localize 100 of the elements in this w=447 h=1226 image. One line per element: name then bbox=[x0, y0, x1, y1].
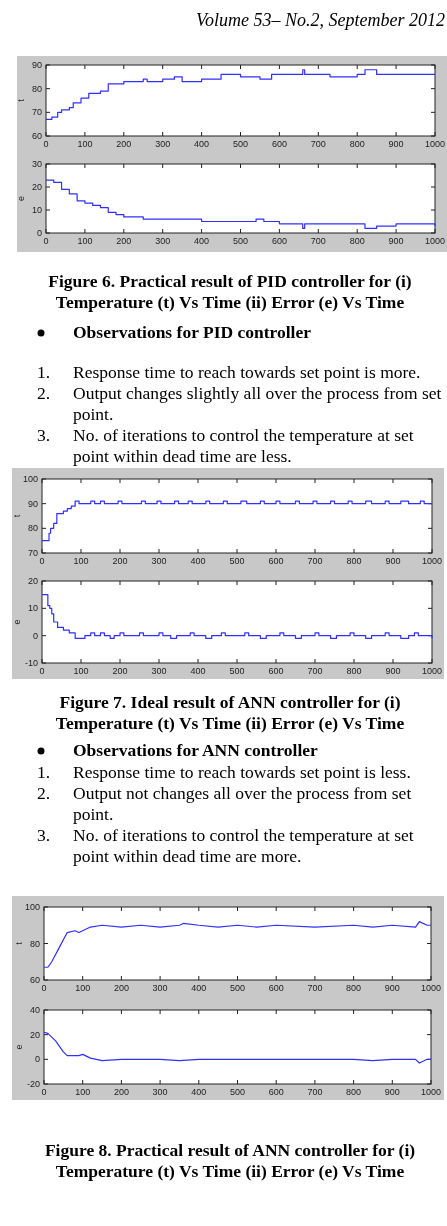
y-tick-label: 20 bbox=[27, 576, 38, 586]
y-tick-label: 0 bbox=[36, 228, 42, 238]
caption: Figure 6. Practical result of PID controller for (i) Temperature (t) Vs Time (ii) Error (e) Vs Time bbox=[47, 271, 413, 313]
x-tick-label: 1000 bbox=[421, 666, 443, 676]
x-tick-label: 100 bbox=[77, 236, 93, 246]
x-tick-label: 500 bbox=[229, 666, 245, 676]
line-series bbox=[43, 1031, 432, 1064]
y-tick-label: -10 bbox=[24, 658, 38, 668]
x-tick-label: 200 bbox=[113, 983, 129, 993]
y-tick-label: 60 bbox=[29, 975, 40, 985]
x-tick-label: 300 bbox=[152, 1087, 168, 1097]
y-tick-label: 30 bbox=[31, 159, 42, 169]
x-tick-label: 100 bbox=[77, 139, 93, 149]
x-tick-label: 800 bbox=[346, 666, 362, 676]
x-tick-label: 1000 bbox=[420, 983, 442, 993]
x-tick-label: 200 bbox=[116, 139, 132, 149]
x-tick-label: 300 bbox=[152, 983, 168, 993]
x-tick-label: 800 bbox=[346, 556, 362, 566]
x-tick-label: 700 bbox=[307, 1087, 323, 1097]
x-tick-label: 400 bbox=[194, 236, 210, 246]
x-tick-label: 300 bbox=[155, 139, 171, 149]
x-tick-label: 400 bbox=[191, 983, 207, 993]
x-tick-label: 900 bbox=[384, 1087, 400, 1097]
x-tick-label: 600 bbox=[268, 1087, 284, 1097]
x-tick-label: 300 bbox=[155, 236, 171, 246]
x-tick-label: 500 bbox=[229, 1087, 246, 1097]
x-tick-label: 200 bbox=[116, 236, 132, 246]
y-tick-label: 20 bbox=[29, 1029, 40, 1040]
text: 3. No. of iterations to control the temperature at set point within dead time are less. bbox=[37, 425, 414, 466]
caption: Figure 7. Ideal result of ANN controller for (i) Temperature (t) Vs Time (ii) Error (e) Vs Time bbox=[54, 692, 406, 734]
x-tick-label: 200 bbox=[113, 1087, 129, 1097]
y-tick-label: 60 bbox=[31, 131, 42, 141]
caption: Figure 8. Practical result of ANN controller for (i) Temperature (t) Vs Time (ii) Error (e) Vs Time bbox=[43, 1140, 417, 1182]
x-tick-label: 500 bbox=[229, 983, 246, 993]
x-tick-label: 200 bbox=[112, 666, 128, 676]
y-tick-label: 10 bbox=[27, 603, 38, 614]
y-tick-label: 80 bbox=[29, 938, 40, 949]
x-tick-label: 200 bbox=[112, 556, 128, 566]
x-tick-label: 400 bbox=[190, 556, 206, 566]
y-tick-label: 40 bbox=[29, 1005, 40, 1015]
y-tick-label: 80 bbox=[31, 83, 42, 94]
x-tick-label: 700 bbox=[307, 983, 323, 993]
text: Observations for PID controller bbox=[73, 322, 312, 343]
x-tick-label: 500 bbox=[229, 556, 245, 566]
x-tick-label: 300 bbox=[151, 556, 167, 566]
x-tick-label: 1000 bbox=[421, 556, 443, 566]
x-tick-label: 500 bbox=[232, 139, 249, 149]
text: 1. Response time to reach towards set point is less. bbox=[37, 762, 411, 782]
x-tick-label: 700 bbox=[307, 556, 323, 566]
text: 1. Response time to reach towards set point is more. bbox=[37, 362, 421, 382]
y-tick-label: -20 bbox=[26, 1079, 40, 1089]
x-tick-label: 100 bbox=[73, 666, 89, 676]
line-series bbox=[43, 921, 432, 968]
y-tick-label: 100 bbox=[22, 474, 38, 484]
x-tick-label: 600 bbox=[271, 236, 287, 246]
x-tick-label: 600 bbox=[268, 556, 284, 566]
x-tick-label: 600 bbox=[268, 983, 284, 993]
x-tick-label: 600 bbox=[268, 666, 284, 676]
x-tick-label: 400 bbox=[190, 666, 206, 676]
y-tick-label: 90 bbox=[27, 498, 38, 509]
x-tick-label: 400 bbox=[191, 1087, 207, 1097]
x-tick-label: 100 bbox=[75, 1087, 91, 1097]
text: 2. Output not changes all over the process from set point. bbox=[37, 783, 412, 824]
text: Observations for ANN controller bbox=[73, 740, 318, 761]
y-axis-title: e bbox=[16, 195, 26, 202]
x-tick-label: 900 bbox=[388, 236, 404, 246]
x-tick-label: 0 bbox=[43, 139, 49, 149]
x-tick-label: 100 bbox=[75, 983, 91, 993]
x-tick-label: 500 bbox=[232, 236, 249, 246]
text: 3. No. of iterations to control the temperature at set point within dead time are more. bbox=[37, 825, 414, 866]
y-tick-label: 10 bbox=[31, 205, 42, 215]
x-tick-label: 900 bbox=[388, 139, 404, 149]
x-tick-label: 1000 bbox=[424, 139, 446, 149]
y-tick-label: 100 bbox=[24, 902, 40, 912]
x-tick-label: 700 bbox=[310, 236, 326, 246]
x-tick-label: 900 bbox=[385, 556, 401, 566]
y-axis-title: t bbox=[16, 98, 26, 102]
x-tick-label: 900 bbox=[385, 666, 401, 676]
y-tick-label: 0 bbox=[32, 630, 38, 641]
y-axis-title: e bbox=[12, 619, 22, 625]
y-tick-label: 90 bbox=[31, 60, 42, 70]
x-tick-label: 800 bbox=[349, 139, 365, 149]
y-tick-label: 80 bbox=[27, 523, 38, 534]
x-tick-label: 600 bbox=[271, 139, 287, 149]
x-tick-label: 300 bbox=[151, 666, 167, 676]
x-tick-label: 0 bbox=[43, 236, 49, 246]
x-tick-label: 800 bbox=[346, 983, 362, 993]
x-tick-label: 400 bbox=[194, 139, 210, 149]
text: 2. Output changes slightly all over the process from set point. bbox=[37, 383, 442, 424]
x-tick-label: 900 bbox=[384, 983, 400, 993]
y-axis-title: t bbox=[12, 514, 22, 518]
y-tick-label: 70 bbox=[31, 107, 42, 118]
x-tick-label: 100 bbox=[73, 556, 89, 566]
y-tick-label: 70 bbox=[27, 548, 38, 558]
y-tick-label: 20 bbox=[31, 182, 42, 192]
y-axis-title: e bbox=[14, 1044, 24, 1050]
text: Volume 53– No.2, September 2012 bbox=[196, 10, 445, 31]
x-tick-label: 700 bbox=[310, 139, 326, 149]
x-tick-label: 1000 bbox=[420, 1087, 442, 1097]
y-axis-title: t bbox=[14, 941, 24, 945]
